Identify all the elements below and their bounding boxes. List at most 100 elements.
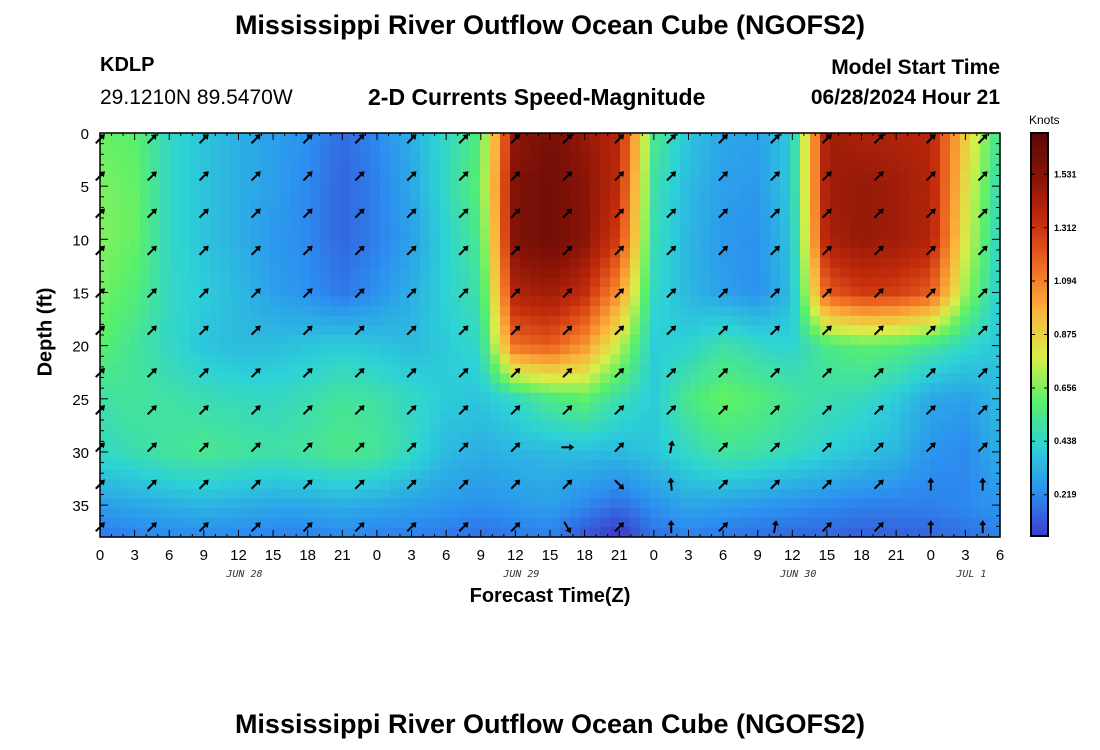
- heatmap-cell: [970, 344, 981, 355]
- heatmap-cell: [540, 152, 551, 163]
- heatmap-cell: [110, 479, 121, 490]
- current-arrow-head: [410, 208, 417, 215]
- heatmap-cell: [630, 498, 641, 509]
- current-arrow: [977, 367, 988, 378]
- station-id: KDLP: [100, 54, 155, 76]
- heatmap-cell: [630, 392, 641, 403]
- heatmap-cell: [140, 508, 151, 519]
- heatmap-cell: [230, 527, 241, 538]
- heatmap-cell: [230, 133, 241, 144]
- heatmap-cell: [180, 325, 191, 336]
- heatmap-cell: [510, 200, 521, 211]
- current-arrow-shaft: [977, 370, 986, 378]
- current-arrow: [146, 171, 157, 182]
- heatmap-cell: [940, 133, 951, 144]
- heatmap-cell: [320, 161, 331, 173]
- heatmap-cell: [900, 238, 911, 250]
- heatmap-cell: [200, 258, 211, 269]
- colorbar-segment: [1031, 401, 1048, 406]
- heatmap-cell: [910, 267, 921, 278]
- current-arrow-shaft: [302, 327, 311, 336]
- heatmap-cell: [460, 277, 471, 288]
- current-arrow-head: [722, 208, 729, 215]
- heatmap-cell: [700, 392, 711, 403]
- heatmap-cell: [930, 431, 941, 442]
- current-arrow-shaft: [354, 444, 363, 453]
- heatmap-cell: [480, 488, 491, 500]
- heatmap-cell: [260, 402, 271, 413]
- heatmap-cell: [290, 152, 301, 163]
- heatmap-cell: [410, 498, 421, 509]
- heatmap-cell: [670, 219, 681, 230]
- heatmap-cell: [860, 469, 871, 480]
- heatmap-cell: [170, 296, 181, 307]
- current-arrow-head: [254, 405, 261, 412]
- heatmap-cell: [900, 142, 911, 153]
- heatmap-cell: [540, 277, 551, 288]
- heatmap-cell: [370, 498, 381, 509]
- heatmap-cell: [260, 258, 271, 269]
- heatmap-cell: [680, 527, 691, 538]
- heatmap-cell: [740, 267, 751, 278]
- heatmap-cell: [900, 296, 911, 307]
- heatmap-cell: [480, 440, 491, 452]
- heatmap-cell: [550, 142, 561, 153]
- heatmap-cell: [590, 411, 601, 423]
- heatmap-cell: [710, 479, 721, 490]
- heatmap-cell: [170, 450, 181, 461]
- heatmap-cell: [270, 325, 281, 336]
- heatmap-cell: [150, 469, 161, 480]
- current-arrow-head: [358, 479, 365, 486]
- heatmap-cell: [180, 402, 191, 413]
- heatmap-cell: [650, 479, 661, 490]
- current-arrow: [614, 442, 625, 453]
- heatmap-cell: [630, 296, 641, 307]
- heatmap-cell: [690, 517, 701, 528]
- heatmap-cell: [450, 200, 461, 211]
- heatmap-cell: [870, 142, 881, 153]
- current-arrow: [873, 479, 884, 490]
- heatmap-cell: [110, 431, 121, 442]
- heatmap-cell: [180, 363, 191, 375]
- heatmap-cell: [290, 354, 301, 365]
- colorbar-segment: [1031, 358, 1048, 362]
- heatmap-cell: [300, 133, 311, 144]
- heatmap-cell: [390, 440, 401, 452]
- heatmap-cell: [270, 421, 281, 432]
- heatmap-cell: [820, 335, 831, 346]
- heatmap-cell: [550, 373, 561, 384]
- heatmap-cell: [490, 469, 501, 480]
- current-arrow: [666, 288, 677, 299]
- heatmap-cell: [440, 411, 451, 423]
- heatmap-cell: [360, 200, 371, 211]
- heatmap-cell: [850, 527, 861, 538]
- heatmap-cell: [560, 190, 571, 201]
- heatmap-cell: [930, 229, 941, 240]
- heatmap-cell: [110, 440, 121, 452]
- heatmap-cell: [900, 517, 911, 528]
- heatmap-cell: [770, 209, 781, 221]
- heatmap-cell: [400, 200, 411, 211]
- heatmap-cell: [330, 258, 341, 269]
- heatmap-cell: [900, 181, 911, 192]
- heatmap-cell: [610, 238, 621, 250]
- heatmap-cell: [880, 190, 891, 201]
- heatmap-cell: [920, 219, 931, 230]
- heatmap-cell: [200, 460, 211, 471]
- heatmap-cell: [810, 411, 821, 423]
- heatmap-cell: [760, 229, 771, 240]
- heatmap-cell: [270, 315, 281, 326]
- heatmap-cell: [940, 373, 951, 384]
- heatmap-cell: [900, 335, 911, 346]
- current-arrow-shaft: [146, 290, 155, 299]
- heatmap-cell: [850, 488, 861, 500]
- heatmap-cell: [100, 344, 111, 355]
- current-arrow-head: [566, 479, 573, 486]
- heatmap-cell: [650, 152, 661, 163]
- heatmap-cell: [680, 181, 691, 192]
- heatmap-cell: [210, 383, 221, 394]
- heatmap-cell: [470, 306, 481, 317]
- heatmap-cell: [890, 315, 901, 326]
- heatmap-cell: [670, 315, 681, 326]
- heatmap-cell: [800, 219, 811, 230]
